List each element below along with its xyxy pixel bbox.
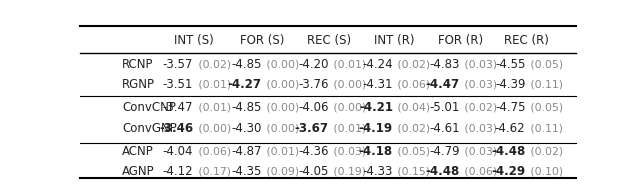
Text: REC (R): REC (R) bbox=[504, 34, 549, 47]
Text: (0.01): (0.01) bbox=[195, 80, 230, 90]
Text: -3.76: -3.76 bbox=[298, 78, 328, 91]
Text: AGNP: AGNP bbox=[122, 165, 155, 178]
Text: (0.02): (0.02) bbox=[527, 146, 563, 156]
Text: REC (S): REC (S) bbox=[307, 34, 351, 47]
Text: (0.01): (0.01) bbox=[330, 123, 366, 133]
Text: -4.83: -4.83 bbox=[429, 58, 460, 71]
Text: -4.18: -4.18 bbox=[359, 145, 393, 158]
Text: -4.61: -4.61 bbox=[429, 122, 460, 135]
Text: (0.03): (0.03) bbox=[461, 123, 497, 133]
Text: (0.03): (0.03) bbox=[330, 146, 366, 156]
Text: (0.01): (0.01) bbox=[330, 59, 366, 69]
Text: (0.00): (0.00) bbox=[195, 123, 231, 133]
Text: (0.00): (0.00) bbox=[330, 103, 366, 113]
Text: (0.00): (0.00) bbox=[263, 59, 300, 69]
Text: -4.48: -4.48 bbox=[426, 165, 460, 178]
Text: (0.01): (0.01) bbox=[263, 146, 299, 156]
Text: -4.39: -4.39 bbox=[495, 78, 525, 91]
Text: ACNP: ACNP bbox=[122, 145, 154, 158]
Text: (0.03): (0.03) bbox=[461, 80, 497, 90]
Text: (0.02): (0.02) bbox=[394, 123, 431, 133]
Text: -5.01: -5.01 bbox=[429, 101, 460, 114]
Text: (0.03): (0.03) bbox=[461, 146, 497, 156]
Text: (0.02): (0.02) bbox=[195, 59, 230, 69]
Text: RGNP: RGNP bbox=[122, 78, 155, 91]
Text: (0.09): (0.09) bbox=[263, 167, 299, 177]
Text: (0.02): (0.02) bbox=[461, 103, 497, 113]
Text: -4.75: -4.75 bbox=[495, 101, 525, 114]
Text: -4.85: -4.85 bbox=[231, 58, 262, 71]
Text: (0.10): (0.10) bbox=[527, 167, 563, 177]
Text: -4.19: -4.19 bbox=[359, 122, 393, 135]
Text: INT (S): INT (S) bbox=[174, 34, 214, 47]
Text: -4.87: -4.87 bbox=[231, 145, 262, 158]
Text: -3.67: -3.67 bbox=[294, 122, 328, 135]
Text: -4.20: -4.20 bbox=[298, 58, 328, 71]
Text: (0.17): (0.17) bbox=[195, 167, 230, 177]
Text: -4.30: -4.30 bbox=[231, 122, 262, 135]
Text: -3.51: -3.51 bbox=[163, 78, 193, 91]
Text: (0.00): (0.00) bbox=[263, 123, 300, 133]
Text: ConvCNP: ConvCNP bbox=[122, 101, 176, 114]
Text: (0.05): (0.05) bbox=[394, 146, 431, 156]
Text: (0.00): (0.00) bbox=[330, 80, 366, 90]
Text: -4.24: -4.24 bbox=[362, 58, 393, 71]
Text: -4.48: -4.48 bbox=[491, 145, 525, 158]
Text: (0.00): (0.00) bbox=[263, 103, 300, 113]
Text: (0.02): (0.02) bbox=[394, 59, 431, 69]
Text: FOR (R): FOR (R) bbox=[438, 34, 483, 47]
Text: -4.79: -4.79 bbox=[429, 145, 460, 158]
Text: -4.47: -4.47 bbox=[426, 78, 460, 91]
Text: (0.03): (0.03) bbox=[461, 59, 497, 69]
Text: -4.36: -4.36 bbox=[298, 145, 328, 158]
Text: -4.29: -4.29 bbox=[492, 165, 525, 178]
Text: (0.19): (0.19) bbox=[330, 167, 366, 177]
Text: -4.35: -4.35 bbox=[231, 165, 262, 178]
Text: -3.47: -3.47 bbox=[163, 101, 193, 114]
Text: (0.11): (0.11) bbox=[527, 123, 563, 133]
Text: (0.05): (0.05) bbox=[527, 59, 563, 69]
Text: -3.57: -3.57 bbox=[163, 58, 193, 71]
Text: -4.21: -4.21 bbox=[359, 101, 393, 114]
Text: (0.06): (0.06) bbox=[195, 146, 230, 156]
Text: INT (R): INT (R) bbox=[374, 34, 414, 47]
Text: -4.31: -4.31 bbox=[362, 78, 393, 91]
Text: (0.06): (0.06) bbox=[394, 80, 431, 90]
Text: -4.12: -4.12 bbox=[163, 165, 193, 178]
Text: -3.46: -3.46 bbox=[159, 122, 193, 135]
Text: -4.04: -4.04 bbox=[163, 145, 193, 158]
Text: -4.55: -4.55 bbox=[495, 58, 525, 71]
Text: (0.01): (0.01) bbox=[195, 103, 230, 113]
Text: (0.11): (0.11) bbox=[527, 80, 563, 90]
Text: -4.62: -4.62 bbox=[495, 122, 525, 135]
Text: (0.05): (0.05) bbox=[527, 103, 563, 113]
Text: (0.15): (0.15) bbox=[394, 167, 431, 177]
Text: (0.04): (0.04) bbox=[394, 103, 431, 113]
Text: -4.27: -4.27 bbox=[228, 78, 262, 91]
Text: -4.06: -4.06 bbox=[298, 101, 328, 114]
Text: -4.85: -4.85 bbox=[231, 101, 262, 114]
Text: -4.05: -4.05 bbox=[298, 165, 328, 178]
Text: ConvGNP: ConvGNP bbox=[122, 122, 177, 135]
Text: (0.00): (0.00) bbox=[263, 80, 300, 90]
Text: (0.06): (0.06) bbox=[461, 167, 497, 177]
Text: -4.33: -4.33 bbox=[363, 165, 393, 178]
Text: FOR (S): FOR (S) bbox=[241, 34, 285, 47]
Text: RCNP: RCNP bbox=[122, 58, 154, 71]
